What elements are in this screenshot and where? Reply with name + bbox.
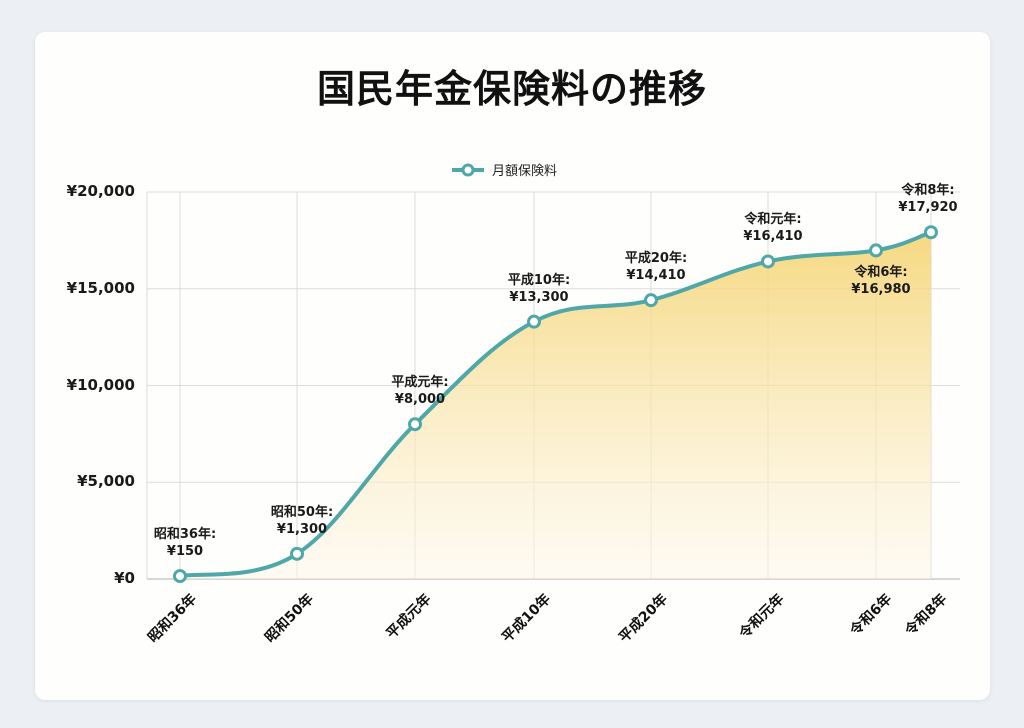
data-point-marker[interactable] [869,243,883,258]
data-label-era: 平成元年: [391,375,449,391]
data-label-era: 平成10年: [507,272,571,288]
data-point-marker[interactable] [408,417,422,432]
data-label-era: 昭和36年: [153,527,217,543]
data-point-marker[interactable] [761,254,775,269]
y-tick-label: ¥10,000 [66,375,135,394]
data-label-value: ¥150 [166,544,204,560]
data-label-value: ¥17,920 [898,200,958,216]
data-point-marker[interactable] [173,569,187,584]
data-label-value: ¥16,410 [743,229,803,245]
data-label-value: ¥13,300 [509,289,569,305]
data-label: 昭和50年: ¥1,300 [271,504,333,538]
legend-line-marker-icon [452,163,484,176]
data-label: 平成元年: ¥8,000 [391,374,448,408]
y-tick-label: ¥0 [114,569,135,587]
data-label: 平成20年: ¥14,410 [625,250,687,284]
data-label-value: ¥16,980 [851,282,911,298]
y-tick-label: ¥5,000 [77,472,135,491]
data-label: 昭和36年: ¥150 [154,526,216,560]
data-point-marker[interactable] [527,314,541,329]
chart-legend[interactable]: 月額保険料 [450,160,557,179]
data-point-marker[interactable] [290,546,304,561]
data-label-era: 平成20年: [624,251,688,267]
data-label-era: 令和8年: [901,183,955,199]
data-label: 令和8年: ¥17,920 [898,182,957,216]
data-point-marker[interactable] [924,225,938,240]
data-label-value: ¥14,410 [626,268,686,284]
data-label: 平成10年: ¥13,300 [508,272,570,306]
data-label: 令和6年: ¥16,980 [851,264,910,298]
data-point-marker[interactable] [644,293,658,308]
y-tick-label: ¥20,000 [66,182,135,200]
data-label: 令和元年: ¥16,410 [743,211,802,245]
chart-title: 国民年金保険料の推移 [316,67,707,111]
series-line [178,230,933,579]
area-fill [180,232,931,580]
data-label-era: 昭和50年: [270,504,334,520]
data-label-era: 令和6年: [854,265,908,281]
data-label-era: 令和元年: [744,212,802,228]
data-label-value: ¥8,000 [394,392,446,408]
legend-label: 月額保険料 [492,164,558,179]
data-label-value: ¥1,300 [276,521,328,537]
y-tick-label: ¥15,000 [66,278,135,297]
